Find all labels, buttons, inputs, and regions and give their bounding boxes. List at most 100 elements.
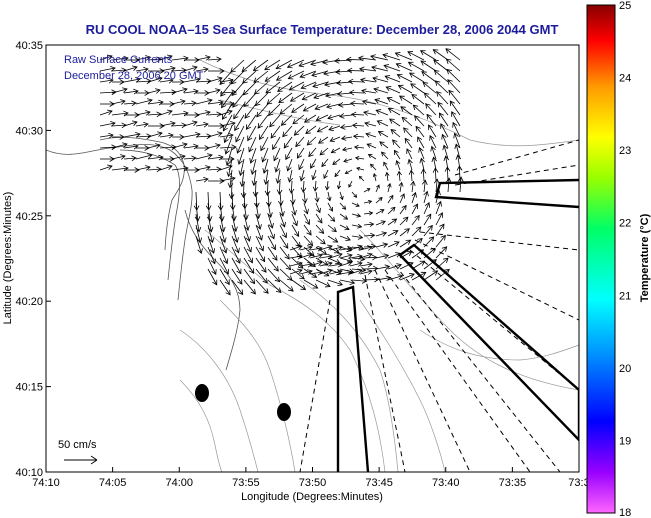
current-arrow <box>123 155 137 162</box>
current-arrow <box>244 103 257 119</box>
current-arrow <box>399 228 410 237</box>
current-arrow <box>334 169 341 178</box>
current-arrow <box>303 224 312 236</box>
current-arrow <box>135 165 151 171</box>
current-arrow <box>195 66 209 73</box>
current-arrow <box>252 180 259 198</box>
current-arrow <box>418 146 425 160</box>
current-arrow <box>423 270 439 281</box>
current-arrow <box>435 246 448 259</box>
current-arrow <box>433 178 440 193</box>
colorbar-tick-label: 20 <box>619 363 631 375</box>
current-arrow <box>447 79 461 94</box>
current-arrow <box>299 70 317 79</box>
current-arrow <box>305 125 317 135</box>
current-arrow <box>399 193 405 204</box>
current-arrow <box>269 114 281 128</box>
current-arrow <box>451 111 461 127</box>
current-arrow <box>441 133 449 149</box>
current-arrow <box>365 132 377 138</box>
current-arrow <box>231 257 242 275</box>
current-arrow <box>327 224 337 233</box>
current-arrow <box>384 171 390 182</box>
current-arrow <box>259 125 269 141</box>
current-arrow <box>387 182 392 193</box>
current-arrow <box>276 180 283 195</box>
current-arrow <box>375 109 389 116</box>
current-arrow <box>222 114 233 132</box>
x-tick-label: 74:10 <box>32 477 60 489</box>
colorbar-tick-label: 22 <box>619 218 631 230</box>
current-arrow <box>300 81 317 90</box>
current-arrow <box>308 147 317 158</box>
y-tick-label: 40:25 <box>15 211 43 223</box>
current-arrow <box>363 254 378 261</box>
current-arrow <box>411 237 423 248</box>
current-arrow <box>147 166 162 173</box>
current-arrow <box>159 109 173 116</box>
current-arrow <box>231 235 240 254</box>
current-arrow <box>372 76 389 83</box>
current-arrow <box>231 202 237 222</box>
current-arrow <box>219 176 236 182</box>
current-arrow <box>255 224 263 241</box>
current-arrow <box>375 242 389 248</box>
current-arrow <box>315 213 323 224</box>
current-arrow <box>399 251 413 259</box>
current-arrow <box>99 132 114 139</box>
current-arrow <box>383 64 401 72</box>
current-arrow <box>299 169 305 182</box>
current-arrow <box>327 235 339 243</box>
current-arrow <box>236 136 245 154</box>
current-arrow <box>291 279 307 291</box>
current-arrow <box>99 54 113 61</box>
current-arrow <box>240 180 247 199</box>
current-arrow <box>256 103 269 118</box>
current-arrow <box>231 268 243 285</box>
current-arrow <box>99 77 114 84</box>
current-arrow <box>393 149 401 160</box>
current-arrow <box>267 257 279 272</box>
current-arrow <box>243 257 255 274</box>
current-arrow <box>195 235 203 254</box>
current-arrow <box>172 134 185 140</box>
current-arrow <box>291 224 300 237</box>
current-arrow <box>147 56 162 63</box>
current-arrow <box>289 92 305 102</box>
current-arrow <box>367 153 377 160</box>
current-arrow <box>123 88 139 95</box>
current-arrow <box>327 279 343 287</box>
current-arrow <box>159 66 176 72</box>
current-arrow <box>159 121 176 127</box>
current-arrow <box>442 144 449 160</box>
current-arrow <box>245 114 257 131</box>
current-arrow <box>241 59 257 73</box>
current-arrow <box>159 164 173 171</box>
current-arrow <box>432 49 449 61</box>
y-tick-label: 40:10 <box>15 467 43 479</box>
current-arrow <box>314 103 329 111</box>
current-arrow <box>289 191 296 205</box>
current-arrow <box>171 154 186 160</box>
current-arrow <box>250 158 257 175</box>
current-arrow <box>195 98 213 105</box>
colorbar <box>586 4 616 514</box>
y-tick-label: 40:20 <box>15 296 43 308</box>
current-arrow <box>255 279 269 294</box>
current-arrow <box>261 147 269 163</box>
current-arrow <box>266 92 281 105</box>
current-arrow <box>224 136 233 155</box>
current-arrow <box>207 166 222 173</box>
current-arrow <box>430 145 437 160</box>
current-arrow <box>375 253 390 259</box>
current-arrow <box>195 55 211 61</box>
current-arrow <box>312 180 319 192</box>
current-arrow <box>111 154 126 160</box>
current-arrow <box>437 101 449 116</box>
current-arrow <box>147 143 161 149</box>
current-arrow <box>275 70 293 81</box>
current-arrow <box>310 158 317 169</box>
current-arrow <box>399 239 412 248</box>
current-arrow <box>382 53 401 61</box>
current-arrow <box>352 133 365 140</box>
